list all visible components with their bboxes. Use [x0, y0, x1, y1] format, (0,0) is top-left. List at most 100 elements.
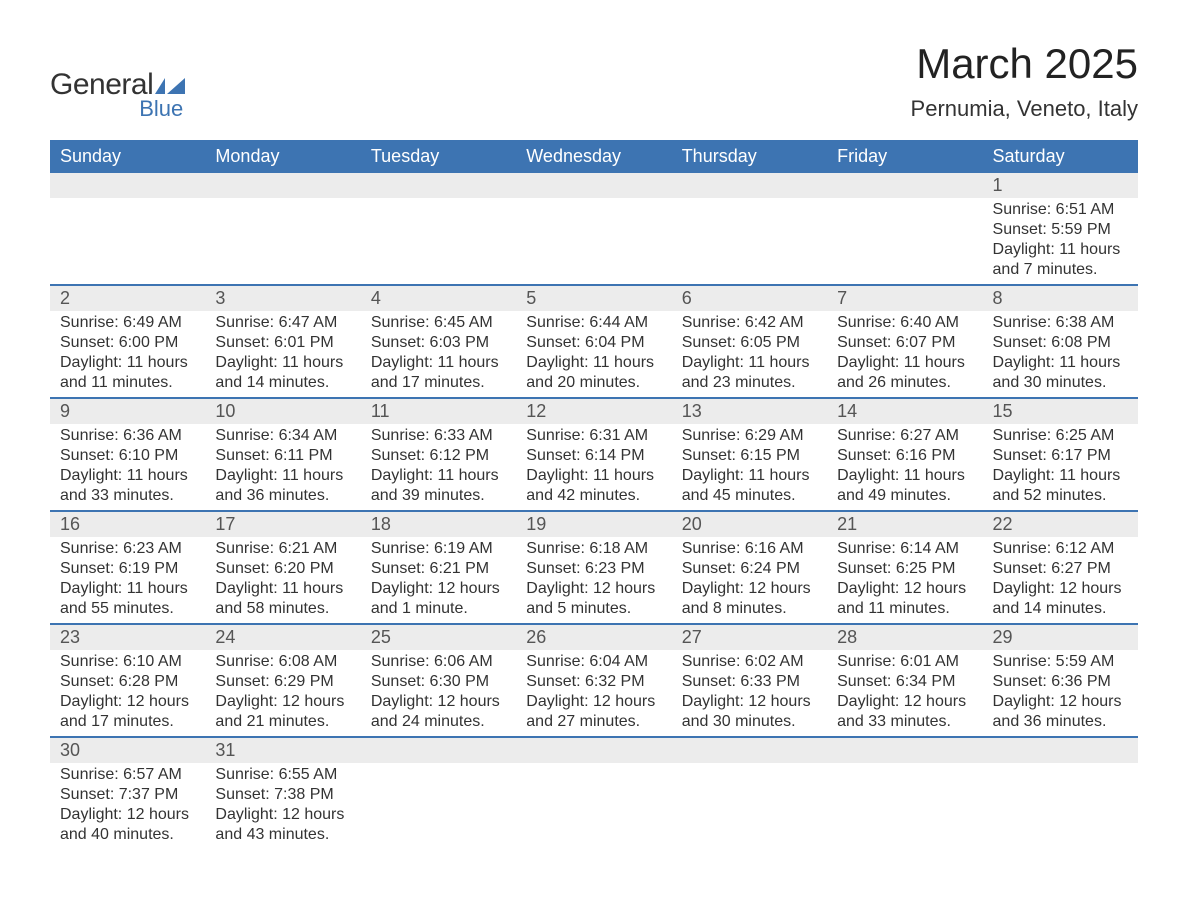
weekday-header: Thursday	[672, 140, 827, 173]
day-sunset: Sunset: 6:01 PM	[215, 333, 350, 353]
day-daylight1: Daylight: 12 hours	[215, 692, 350, 712]
day-sunrise: Sunrise: 6:51 AM	[993, 200, 1128, 220]
day-daylight2: and 26 minutes.	[837, 373, 972, 393]
day-detail-cell: Sunrise: 6:40 AMSunset: 6:07 PMDaylight:…	[827, 311, 982, 398]
day-daylight1: Daylight: 12 hours	[60, 692, 195, 712]
daynum-row: 3031	[50, 737, 1138, 763]
day-sunrise: Sunrise: 6:38 AM	[993, 313, 1128, 333]
day-detail-cell: Sunrise: 6:27 AMSunset: 6:16 PMDaylight:…	[827, 424, 982, 511]
day-sunrise: Sunrise: 6:33 AM	[371, 426, 506, 446]
day-daylight1: Daylight: 12 hours	[371, 579, 506, 599]
day-detail-cell: Sunrise: 6:02 AMSunset: 6:33 PMDaylight:…	[672, 650, 827, 737]
day-number-cell: 29	[983, 624, 1138, 650]
day-sunrise: Sunrise: 6:34 AM	[215, 426, 350, 446]
day-sunrise: Sunrise: 6:21 AM	[215, 539, 350, 559]
day-sunrise: Sunrise: 6:57 AM	[60, 765, 195, 785]
day-number-cell: 14	[827, 398, 982, 424]
day-daylight1: Daylight: 11 hours	[993, 353, 1128, 373]
day-daylight1: Daylight: 11 hours	[837, 466, 972, 486]
day-sunset: Sunset: 6:19 PM	[60, 559, 195, 579]
day-sunrise: Sunrise: 6:42 AM	[682, 313, 817, 333]
day-daylight1: Daylight: 11 hours	[215, 353, 350, 373]
day-daylight2: and 14 minutes.	[215, 373, 350, 393]
day-daylight2: and 23 minutes.	[682, 373, 817, 393]
day-number-cell: 30	[50, 737, 205, 763]
day-sunrise: Sunrise: 6:12 AM	[993, 539, 1128, 559]
day-sunset: Sunset: 6:30 PM	[371, 672, 506, 692]
day-daylight2: and 7 minutes.	[993, 260, 1128, 280]
day-daylight1: Daylight: 11 hours	[526, 353, 661, 373]
day-detail-cell: Sunrise: 6:29 AMSunset: 6:15 PMDaylight:…	[672, 424, 827, 511]
day-detail-cell: Sunrise: 6:14 AMSunset: 6:25 PMDaylight:…	[827, 537, 982, 624]
day-number-cell: 12	[516, 398, 671, 424]
day-detail-cell	[672, 763, 827, 849]
day-number-cell	[672, 737, 827, 763]
day-detail-cell: Sunrise: 5:59 AMSunset: 6:36 PMDaylight:…	[983, 650, 1138, 737]
day-number-cell: 9	[50, 398, 205, 424]
day-detail-cell: Sunrise: 6:31 AMSunset: 6:14 PMDaylight:…	[516, 424, 671, 511]
day-daylight2: and 40 minutes.	[60, 825, 195, 845]
header: General Blue March 2025 Pernumia, Veneto…	[50, 40, 1138, 122]
day-sunrise: Sunrise: 6:44 AM	[526, 313, 661, 333]
day-detail-cell: Sunrise: 6:10 AMSunset: 6:28 PMDaylight:…	[50, 650, 205, 737]
day-number-cell: 25	[361, 624, 516, 650]
day-sunset: Sunset: 6:27 PM	[993, 559, 1128, 579]
day-sunset: Sunset: 6:00 PM	[60, 333, 195, 353]
day-daylight2: and 39 minutes.	[371, 486, 506, 506]
day-daylight2: and 43 minutes.	[215, 825, 350, 845]
day-daylight1: Daylight: 11 hours	[993, 466, 1128, 486]
day-number-cell: 6	[672, 285, 827, 311]
day-number-cell: 16	[50, 511, 205, 537]
day-sunrise: Sunrise: 5:59 AM	[993, 652, 1128, 672]
day-daylight2: and 21 minutes.	[215, 712, 350, 732]
day-detail-cell: Sunrise: 6:55 AMSunset: 7:38 PMDaylight:…	[205, 763, 360, 849]
day-detail-cell	[205, 198, 360, 285]
day-number-cell	[672, 173, 827, 198]
day-number-cell	[516, 173, 671, 198]
day-sunrise: Sunrise: 6:29 AM	[682, 426, 817, 446]
day-number-cell: 26	[516, 624, 671, 650]
day-daylight2: and 1 minute.	[371, 599, 506, 619]
day-sunset: Sunset: 6:23 PM	[526, 559, 661, 579]
day-detail-cell: Sunrise: 6:06 AMSunset: 6:30 PMDaylight:…	[361, 650, 516, 737]
day-sunset: Sunset: 6:36 PM	[993, 672, 1128, 692]
weekday-header: Saturday	[983, 140, 1138, 173]
day-sunrise: Sunrise: 6:16 AM	[682, 539, 817, 559]
day-sunset: Sunset: 6:05 PM	[682, 333, 817, 353]
day-daylight1: Daylight: 11 hours	[682, 353, 817, 373]
logo: General Blue	[50, 68, 187, 122]
detail-row: Sunrise: 6:23 AMSunset: 6:19 PMDaylight:…	[50, 537, 1138, 624]
day-sunset: Sunset: 6:11 PM	[215, 446, 350, 466]
day-detail-cell: Sunrise: 6:19 AMSunset: 6:21 PMDaylight:…	[361, 537, 516, 624]
day-sunrise: Sunrise: 6:49 AM	[60, 313, 195, 333]
day-sunset: Sunset: 6:03 PM	[371, 333, 506, 353]
day-number-cell: 20	[672, 511, 827, 537]
day-sunset: Sunset: 6:21 PM	[371, 559, 506, 579]
day-sunset: Sunset: 5:59 PM	[993, 220, 1128, 240]
day-detail-cell: Sunrise: 6:42 AMSunset: 6:05 PMDaylight:…	[672, 311, 827, 398]
day-detail-cell	[50, 198, 205, 285]
day-detail-cell: Sunrise: 6:38 AMSunset: 6:08 PMDaylight:…	[983, 311, 1138, 398]
day-detail-cell: Sunrise: 6:12 AMSunset: 6:27 PMDaylight:…	[983, 537, 1138, 624]
day-detail-cell: Sunrise: 6:08 AMSunset: 6:29 PMDaylight:…	[205, 650, 360, 737]
weekday-header: Tuesday	[361, 140, 516, 173]
day-detail-cell	[361, 198, 516, 285]
day-number-cell	[205, 173, 360, 198]
day-daylight2: and 11 minutes.	[60, 373, 195, 393]
day-sunrise: Sunrise: 6:23 AM	[60, 539, 195, 559]
detail-row: Sunrise: 6:51 AMSunset: 5:59 PMDaylight:…	[50, 198, 1138, 285]
day-daylight2: and 36 minutes.	[993, 712, 1128, 732]
day-sunrise: Sunrise: 6:14 AM	[837, 539, 972, 559]
day-sunrise: Sunrise: 6:55 AM	[215, 765, 350, 785]
day-sunrise: Sunrise: 6:01 AM	[837, 652, 972, 672]
day-daylight1: Daylight: 11 hours	[371, 466, 506, 486]
day-daylight1: Daylight: 11 hours	[60, 579, 195, 599]
day-number-cell: 22	[983, 511, 1138, 537]
day-daylight2: and 8 minutes.	[682, 599, 817, 619]
day-number-cell: 1	[983, 173, 1138, 198]
day-sunset: Sunset: 6:28 PM	[60, 672, 195, 692]
day-daylight2: and 24 minutes.	[371, 712, 506, 732]
day-daylight1: Daylight: 12 hours	[993, 579, 1128, 599]
detail-row: Sunrise: 6:10 AMSunset: 6:28 PMDaylight:…	[50, 650, 1138, 737]
day-detail-cell: Sunrise: 6:16 AMSunset: 6:24 PMDaylight:…	[672, 537, 827, 624]
